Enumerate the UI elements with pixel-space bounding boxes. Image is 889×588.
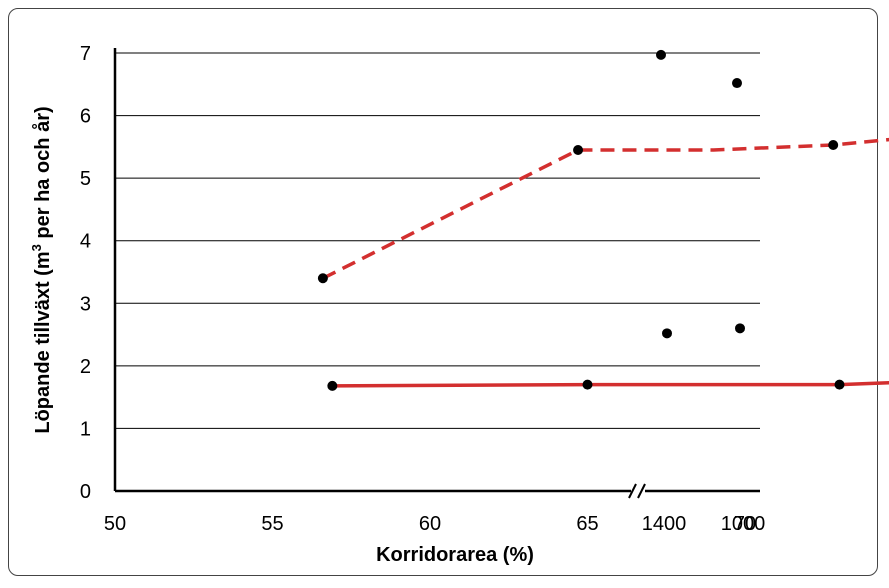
data-point-dashed xyxy=(317,273,328,284)
grid-lines xyxy=(115,52,760,429)
axis-break-mark-1 xyxy=(628,483,637,499)
y-tick-label: 3 xyxy=(80,293,91,315)
x-tick-label: 70 xyxy=(734,513,756,535)
x-tick-label: 60 xyxy=(419,513,441,535)
data-points xyxy=(317,49,845,391)
x-tick-label-broken: 1000 xyxy=(721,513,766,535)
series-line-dashed xyxy=(322,137,889,280)
x-tick-label-broken: 1400 xyxy=(642,513,687,535)
chart-frame xyxy=(8,8,878,576)
y-tick-label: 0 xyxy=(80,481,91,503)
x-axis-title: Korridorarea (%) xyxy=(376,544,534,566)
data-point-1000 xyxy=(732,78,742,89)
data-point-solid xyxy=(327,380,338,391)
x-tick-labels: 5055606570758014001000 xyxy=(104,513,766,535)
x-tick-label: 55 xyxy=(261,513,283,535)
axis-break-mark-2 xyxy=(637,483,646,499)
data-point-1400 xyxy=(662,328,672,339)
series-line-solid xyxy=(332,380,889,388)
x-tick-label: 65 xyxy=(576,513,598,535)
y-axis-title-part2: per ha och år) xyxy=(31,106,54,244)
y-tick-label: 4 xyxy=(80,231,91,253)
data-point-1400 xyxy=(656,49,666,60)
data-point-solid xyxy=(834,379,845,390)
y-tick-labels: 0 1 2 3 4 5 6 7 xyxy=(80,43,91,503)
y-axis-title: Löpande tillväxt (m3 per ha och år) xyxy=(29,106,54,433)
data-point-dashed xyxy=(828,139,839,150)
data-point-dashed xyxy=(573,144,584,155)
y-axis-title-part1: Löpande tillväxt (m xyxy=(32,251,54,433)
y-tick-label: 2 xyxy=(80,356,91,378)
y-tick-label: 6 xyxy=(80,106,91,128)
x-tick-label: 50 xyxy=(104,513,126,535)
data-point-1000 xyxy=(735,323,745,334)
y-tick-label: 5 xyxy=(80,168,91,190)
axes xyxy=(113,48,760,499)
y-axis-title-superscript: 3 xyxy=(29,244,44,251)
series-lines xyxy=(322,137,889,388)
y-tick-label: 7 xyxy=(80,43,91,65)
data-point-solid xyxy=(582,379,593,390)
y-tick-label: 1 xyxy=(80,418,91,440)
